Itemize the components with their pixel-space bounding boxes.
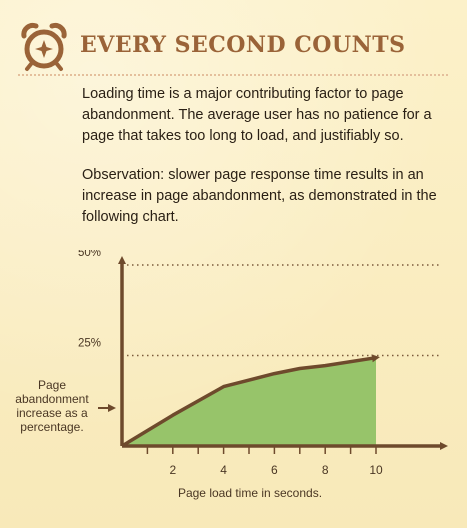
abandonment-area [122,357,376,446]
y-axis-label-line: Page [38,378,66,392]
y-axis-label-line: percentage. [20,420,83,434]
grid-lines [122,264,440,357]
alarm-clock-icon [21,22,67,71]
y-tick-label: 25% [78,338,101,350]
x-tick-label: 2 [169,463,176,477]
tick-labels: 2 4 6 8 10 25% 50% [78,250,383,477]
observation-paragraph: Observation: slower page response time r… [82,167,437,225]
y-tick-label: 50% [78,250,101,259]
x-tick-label: 10 [369,463,383,477]
abandonment-line [121,354,380,448]
y-axis-label-line: abandonment [15,392,89,406]
x-tick-label: 8 [322,463,329,477]
axes [118,256,448,454]
header-divider [18,74,448,76]
x-tick-label: 4 [220,463,227,477]
x-axis-label: Page load time in seconds. [178,486,322,500]
y-axis-label: Page abandonment increase as a percentage. [15,378,89,434]
page-title: EVERY SECOND COUNTS [80,32,406,58]
x-tick-label: 6 [271,463,278,477]
header: EVERY SECOND COUNTS [18,22,448,76]
y-axis-label-line: increase as a [16,406,88,420]
intro-paragraph: Loading time is a major contributing fac… [82,86,432,144]
